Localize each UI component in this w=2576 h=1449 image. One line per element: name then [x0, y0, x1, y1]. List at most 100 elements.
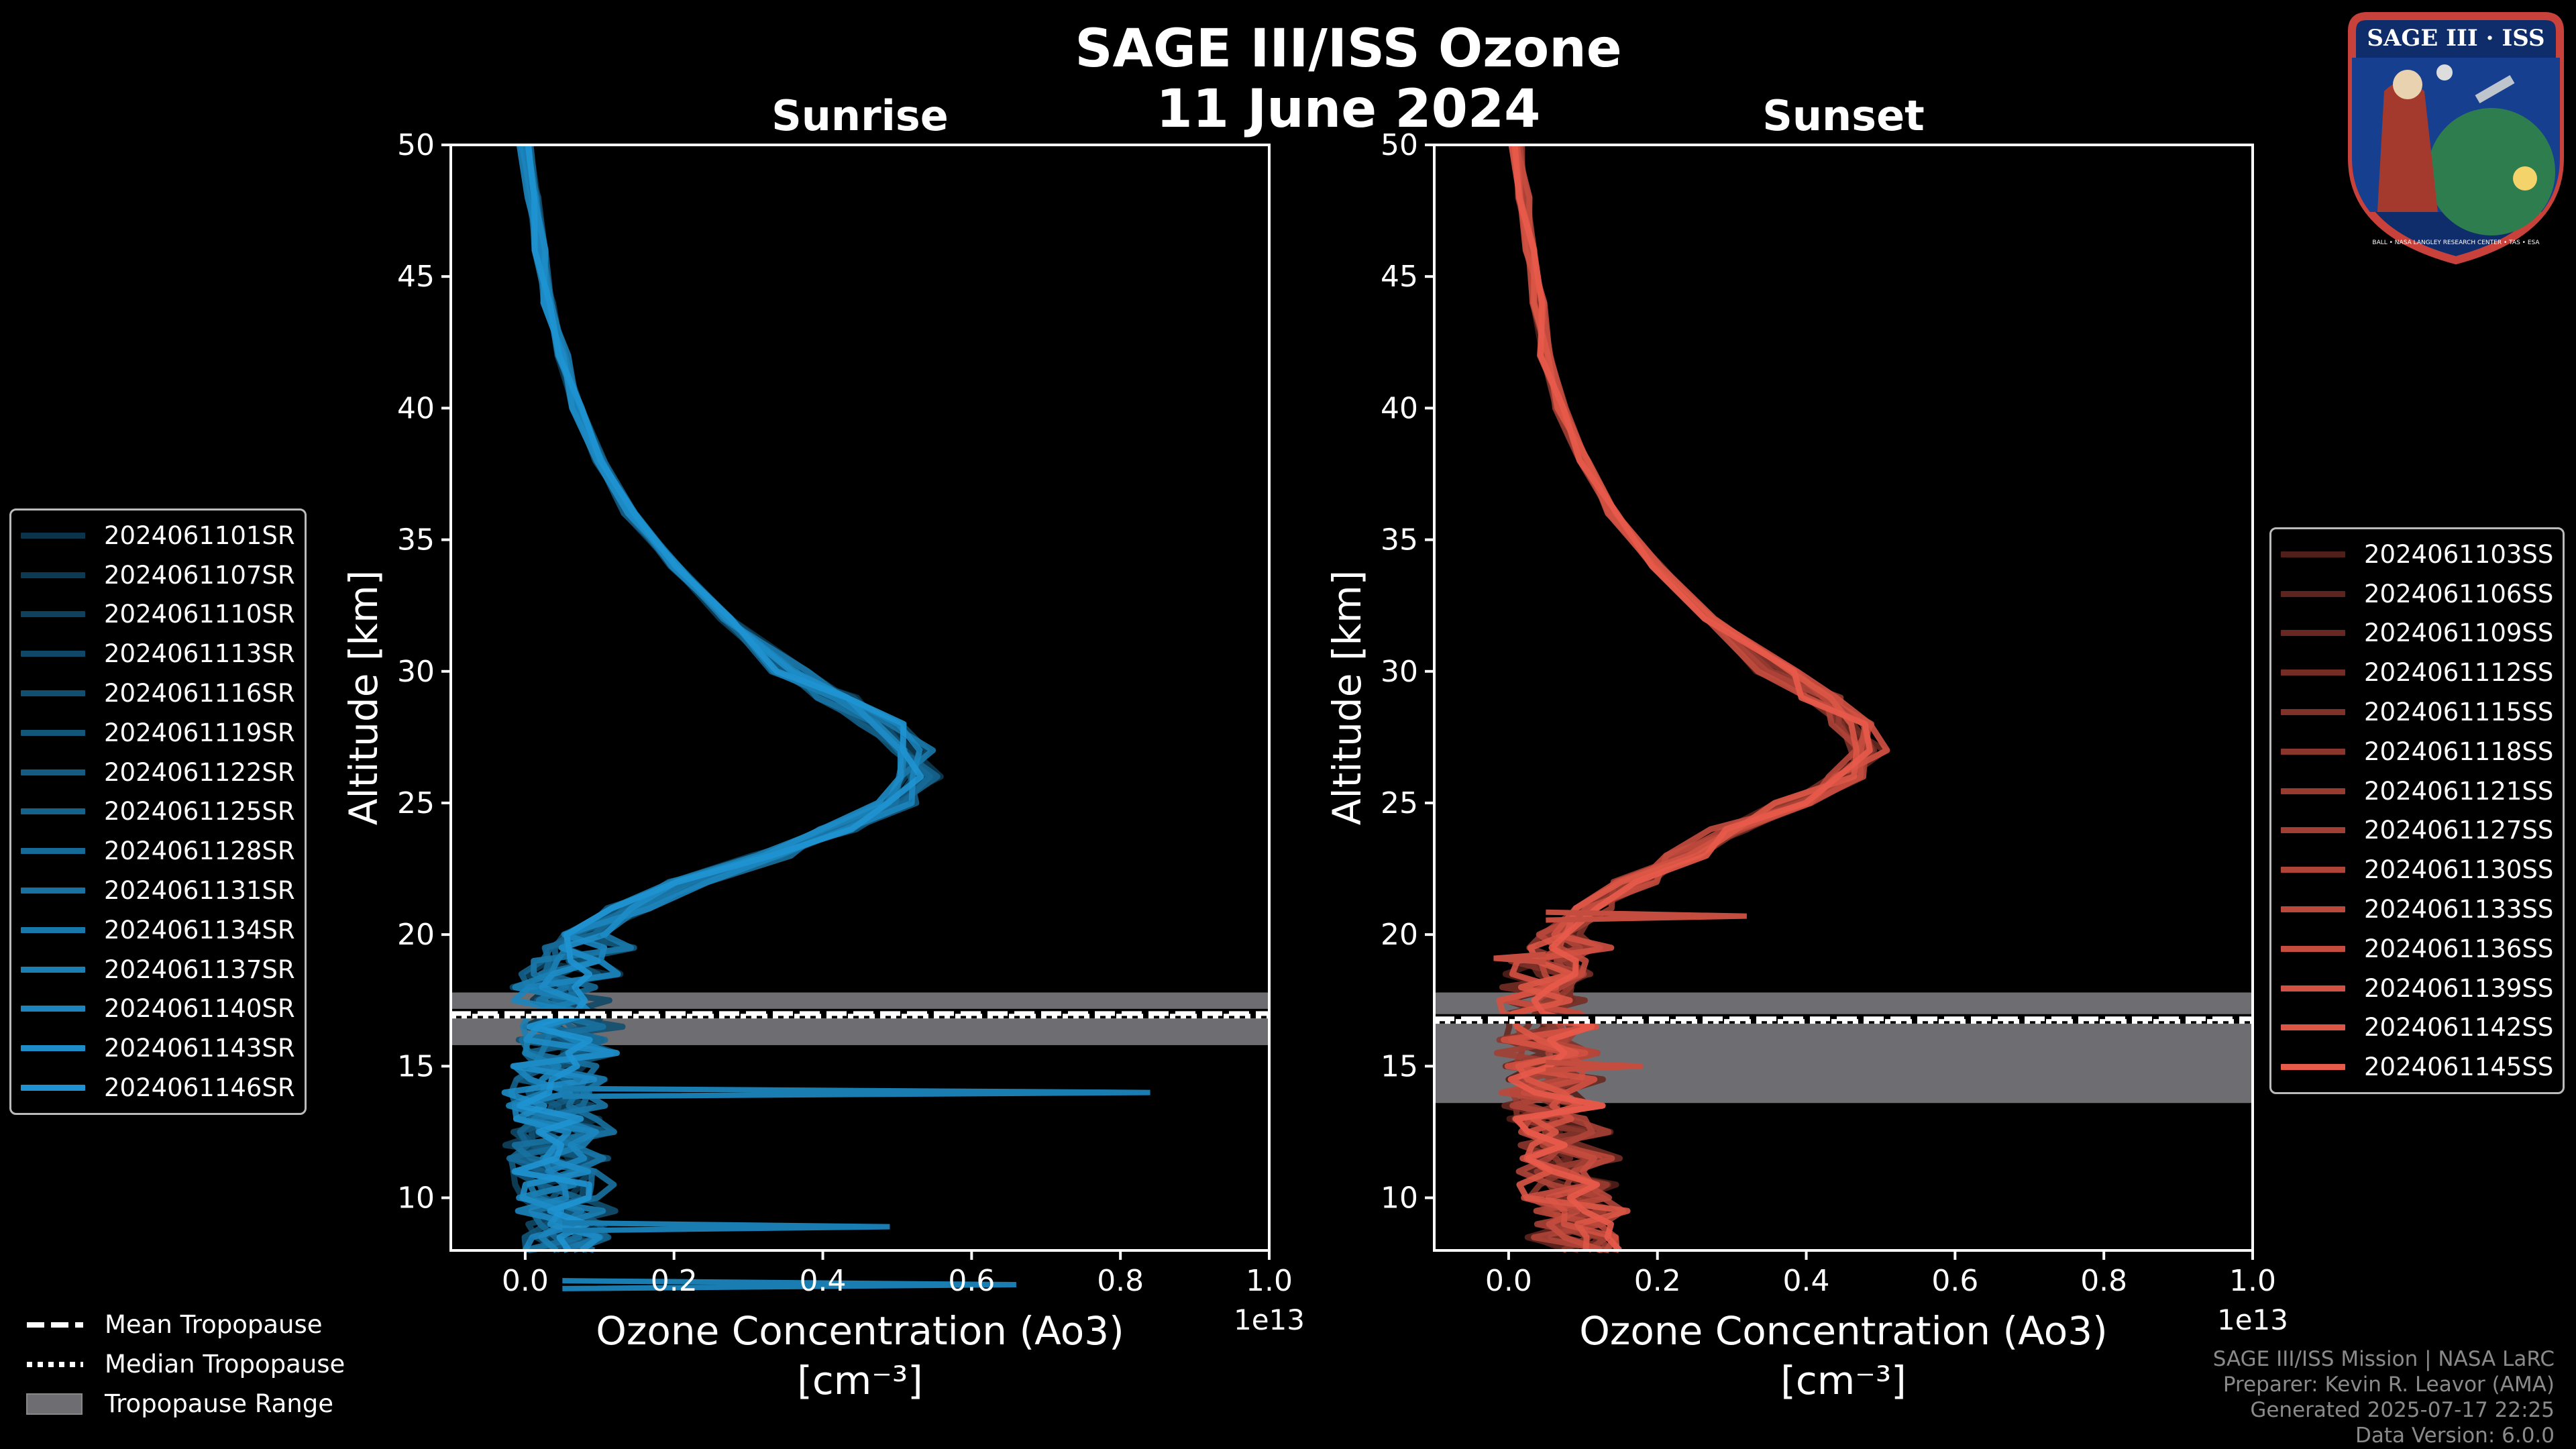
sunset-legend-label: 2024061127SS — [2364, 816, 2554, 845]
sunset-legend-item: 2024061136SS — [2281, 929, 2553, 969]
sunrise-panel-title: Sunrise — [771, 91, 949, 140]
svg-text:BALL • NASA LANGLEY RESEARCH C: BALL • NASA LANGLEY RESEARCH CENTER • TA… — [2372, 239, 2540, 246]
sunset-ytick-label-30: 30 — [1381, 655, 1418, 689]
sunset-legend-swatch — [2281, 748, 2345, 755]
sunset-legend-swatch — [2281, 867, 2345, 873]
sunrise-legend-item: 2024061131SR — [21, 871, 295, 910]
sunrise-ytick-label-10: 10 — [397, 1181, 435, 1216]
sunrise-legend-item: 2024061110SR — [21, 595, 295, 635]
sunset-legend-swatch — [2281, 551, 2345, 557]
sunset-spike-2 — [1493, 951, 1546, 965]
sunset-legend-swatch — [2281, 709, 2345, 716]
sunrise-ytick-label-20: 20 — [397, 918, 435, 952]
legend-median-tropopause: Median Tropopause — [25, 1344, 345, 1384]
sunset-legend-item: 2024061139SS — [2281, 969, 2553, 1008]
sunrise-axes-frame — [449, 144, 1271, 1252]
sunrise-legend-swatch — [21, 1045, 85, 1052]
sunrise-profile-2024061146SR — [511, 144, 924, 1252]
sunrise-legend-item: 2024061125SR — [21, 792, 295, 832]
sunrise-legend-swatch — [21, 848, 85, 855]
sunset-legend-label: 2024061115SS — [2364, 698, 2554, 727]
sunset-legend-item: 2024061130SS — [2281, 850, 2553, 890]
sunrise-legend-label: 2024061110SR — [104, 600, 295, 629]
sunset-legend-item: 2024061127SS — [2281, 811, 2553, 851]
sunset-spike-1 — [1546, 1059, 1643, 1073]
sunset-ytick-label-10: 10 — [1381, 1181, 1418, 1216]
legend-tropopause-range: Tropopause Range — [25, 1384, 345, 1424]
footer-credits: SAGE III/ISS Mission | NASA LaRC Prepare… — [2212, 1347, 2555, 1448]
sunset-panel-title: Sunset — [1762, 91, 1925, 140]
sunrise-legend-label: 2024061107SR — [104, 560, 295, 590]
sunset-xtick-label-0.4: 0.4 — [1783, 1264, 1830, 1298]
sunrise-legend-item: 2024061140SR — [21, 989, 295, 1029]
sunset-legend-label: 2024061106SS — [2364, 579, 2554, 608]
sage-iii-iss-mission-logo: SAGE III · ISS BALL • NASA LANGLEY RESEA… — [2348, 12, 2564, 265]
sunset-xtick-label-0.2: 0.2 — [1634, 1264, 1681, 1298]
sunset-xtick-label-0.0: 0.0 — [1485, 1264, 1532, 1298]
sunrise-x-multiplier: 1e13 — [1234, 1303, 1305, 1336]
sunset-legend-item: 2024061112SS — [2281, 653, 2553, 692]
sunset-legend-swatch — [2281, 1024, 2345, 1031]
sunset-legend-label: 2024061118SS — [2364, 737, 2554, 766]
sunrise-legend-item: 2024061113SR — [21, 634, 295, 674]
sunrise-legend-item: 2024061137SR — [21, 950, 295, 989]
sunset-legend-swatch — [2281, 827, 2345, 834]
sunrise-xtick-label-0.4: 0.4 — [800, 1264, 847, 1298]
sunrise-spike-1 — [562, 1278, 1016, 1291]
sunrise-legend-label: 2024061119SR — [104, 718, 295, 747]
tropopause-legend: Mean Tropopause Median Tropopause Tropop… — [25, 1305, 345, 1424]
sunset-profile-2024061145SS — [1507, 144, 1873, 1253]
figure-date: 11 June 2024 — [1156, 79, 1541, 140]
sunrise-legend-label: 2024061140SR — [104, 994, 295, 1024]
sunset-legend: 2024061103SS 2024061106SS 2024061109SS 2024… — [2269, 527, 2565, 1095]
sunrise-legend-label: 2024061128SR — [104, 837, 295, 866]
sunrise-legend-item: 2024061146SR — [21, 1068, 295, 1108]
range-box-icon — [26, 1393, 83, 1415]
sunset-legend-label: 2024061121SS — [2364, 776, 2554, 806]
sunrise-legend-label: 2024061113SR — [104, 639, 295, 669]
sunrise-legend-swatch — [21, 729, 85, 736]
sunrise-legend-item: 2024061116SR — [21, 674, 295, 713]
sunrise-xtick-label-0.8: 0.8 — [1097, 1264, 1144, 1298]
sunrise-xtick-label-0.2: 0.2 — [651, 1264, 698, 1298]
sunrise-ytick-label-15: 15 — [397, 1049, 435, 1083]
dashed-line-icon — [27, 1322, 83, 1328]
sunrise-legend-swatch — [21, 611, 85, 618]
sunset-axes-frame — [1433, 144, 2254, 1252]
sunset-legend-swatch — [2281, 945, 2345, 952]
sunrise-legend-label: 2024061122SR — [104, 757, 295, 787]
sunset-ytick-label-25: 25 — [1381, 786, 1418, 820]
sunrise-legend-item: 2024061101SR — [21, 516, 295, 555]
sunrise-ytick-label-40: 40 — [397, 391, 435, 425]
sunrise-legend: 2024061101SR 2024061107SR 2024061110SR 2024… — [9, 508, 307, 1115]
sunrise-legend-label: 2024061131SR — [104, 876, 295, 906]
sunrise-xlabel-units: [cm⁻³] — [797, 1358, 923, 1403]
sunset-ylabel: Altitude [km] — [1324, 570, 1370, 825]
sunrise-ytick-label-45: 45 — [397, 260, 435, 294]
sunset-x-multiplier: 1e13 — [2217, 1303, 2288, 1336]
sunset-legend-label: 2024061103SS — [2364, 539, 2554, 569]
sunset-legend-label: 2024061145SS — [2364, 1053, 2554, 1082]
sunrise-legend-item: 2024061122SR — [21, 753, 295, 792]
dotted-line-icon — [27, 1361, 83, 1367]
sunset-legend-item: 2024061121SS — [2281, 771, 2553, 811]
sunset-legend-label: 2024061136SS — [2364, 934, 2554, 963]
sunset-legend-label: 2024061109SS — [2364, 619, 2554, 648]
sunrise-legend-swatch — [21, 690, 85, 697]
sunset-xlabel-units: [cm⁻³] — [1780, 1358, 1907, 1403]
sunrise-legend-swatch — [21, 808, 85, 815]
sunset-ytick-label-15: 15 — [1381, 1049, 1418, 1083]
sunrise-legend-swatch — [21, 888, 85, 894]
sunset-xtick-label-1.0: 1.0 — [2229, 1264, 2276, 1298]
sunrise-ylabel: Altitude [km] — [341, 570, 386, 825]
sunset-legend-item: 2024061106SS — [2281, 574, 2553, 614]
sunset-ytick-label-45: 45 — [1381, 260, 1418, 294]
sunrise-legend-item: 2024061128SR — [21, 831, 295, 871]
sunset-xlabel: Ozone Concentration (Ao3) — [1579, 1308, 2108, 1354]
sunrise-legend-item: 2024061107SR — [21, 555, 295, 595]
sunrise-legend-swatch — [21, 532, 85, 539]
sunrise-legend-swatch — [21, 651, 85, 657]
sunset-panel: 10 15 20 25 30 35 40 45 50 0.0 0.2 0.4 0.6 0.8 1.0 1e13… — [1324, 128, 2288, 1403]
sunrise-legend-label: 2024061116SR — [104, 679, 295, 708]
